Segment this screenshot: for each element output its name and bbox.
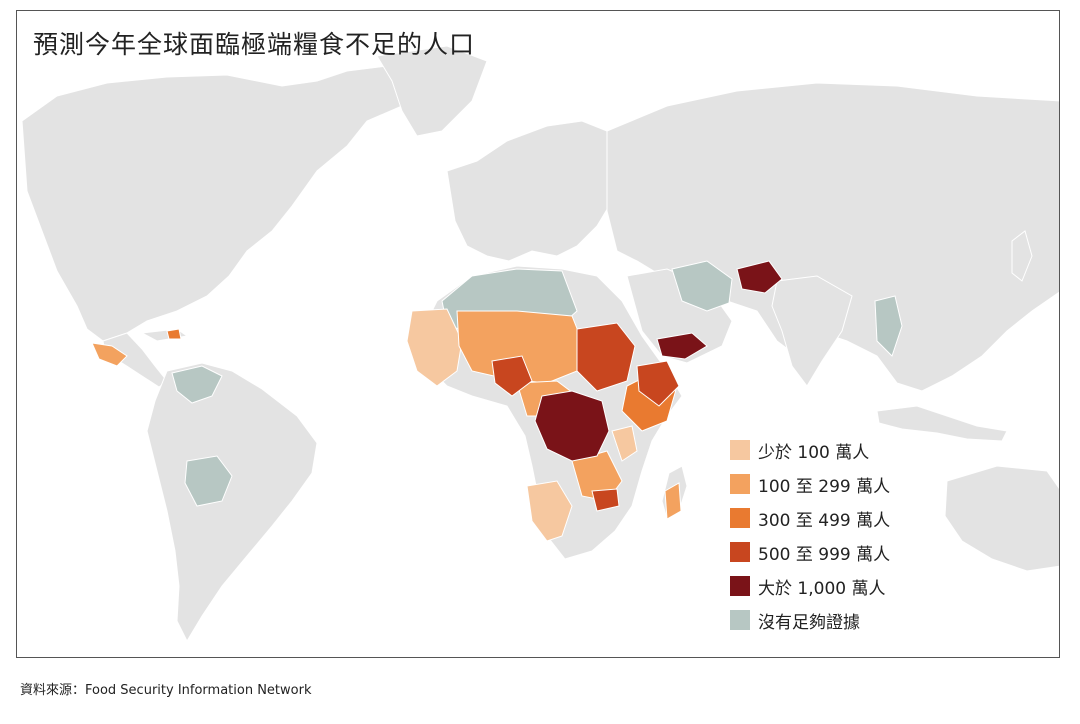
legend-swatch xyxy=(730,474,750,494)
legend-item-lt100: 少於 100 萬人 xyxy=(730,433,890,467)
legend-item-no-data: 沒有足夠證據 xyxy=(730,603,890,637)
legend-label: 100 至 299 萬人 xyxy=(758,476,891,497)
legend-item-100-299: 100 至 299 萬人 xyxy=(730,467,890,501)
region-yemen-gt1000 xyxy=(656,332,708,360)
region-ethiopia-500-999 xyxy=(636,360,680,407)
region-west-africa-lt100 xyxy=(406,308,463,387)
legend-swatch xyxy=(730,440,750,460)
legend-item-300-499: 300 至 499 萬人 xyxy=(730,501,890,535)
region-drc-gt1000 xyxy=(534,390,610,462)
australia-landmass xyxy=(944,465,1059,572)
region-madagascar-100-299 xyxy=(664,482,682,520)
legend-swatch xyxy=(730,508,750,528)
south-america-landmass xyxy=(146,362,318,643)
region-east-africa-lt100 xyxy=(611,425,638,462)
map-legend: 少於 100 萬人 100 至 299 萬人 300 至 499 萬人 500 … xyxy=(730,433,890,637)
region-haiti-300-499 xyxy=(166,328,182,340)
legend-label: 300 至 499 萬人 xyxy=(758,510,891,531)
legend-swatch xyxy=(730,576,750,596)
legend-item-gt1000: 大於 1,000 萬人 xyxy=(730,569,890,603)
world-map xyxy=(21,45,1059,643)
legend-label: 沒有足夠證據 xyxy=(758,612,860,633)
india-landmass xyxy=(771,275,853,387)
legend-label: 大於 1,000 萬人 xyxy=(758,578,886,599)
region-venezuela-no-data xyxy=(171,365,223,404)
japan-landmass xyxy=(1011,230,1033,282)
map-frame: 預測今年全球面臨極端糧食不足的人口 少於 100 萬人 100 至 299 萬人… xyxy=(16,10,1060,658)
north-america-landmass xyxy=(21,65,418,342)
r500-999-layer xyxy=(491,322,680,512)
map-title: 預測今年全球面臨極端糧食不足的人口 xyxy=(33,30,476,59)
region-nigeria-500-999 xyxy=(491,355,533,397)
region-bolivia-no-data xyxy=(184,455,233,507)
region-central-america-100-299 xyxy=(91,342,128,367)
indonesia-landmass xyxy=(876,405,1008,442)
source-note: 資料來源：Food Security Information Network xyxy=(20,683,312,698)
europe-landmass xyxy=(446,120,618,262)
region-zimbabwe-500-999 xyxy=(591,488,620,512)
legend-label: 500 至 999 萬人 xyxy=(758,544,891,565)
region-iran-no-data xyxy=(671,260,733,312)
region-myanmar-no-data xyxy=(874,295,903,357)
gt1000-layer xyxy=(534,260,783,462)
lt100-layer xyxy=(406,308,638,542)
legend-swatch xyxy=(730,542,750,562)
greenland-landmass xyxy=(376,45,488,137)
legend-item-500-999: 500 至 999 萬人 xyxy=(730,535,890,569)
legend-swatch xyxy=(730,610,750,630)
region-sudan-500-999 xyxy=(576,322,636,392)
region-southern-africa-lt100 xyxy=(526,480,573,542)
region-sahel-100-299 xyxy=(456,310,583,384)
region-afghanistan-gt1000 xyxy=(736,260,783,294)
legend-label: 少於 100 萬人 xyxy=(758,442,870,463)
